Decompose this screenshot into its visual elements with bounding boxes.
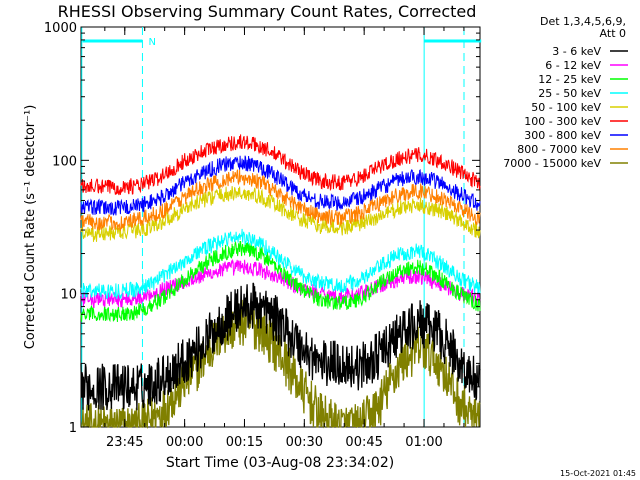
series-line-300-800-kev [80, 155, 481, 216]
series-line-100-300-kev [80, 134, 481, 196]
legend-label: 25 - 50 keV [538, 87, 601, 100]
x-tick-label: 01:00 [405, 435, 442, 450]
axes-layer: 1 10 100 1000 23:45 00:00 00:15 00:30 00:45 01:00 [44, 21, 480, 450]
legend-label: 7000 - 15000 keV [503, 157, 601, 170]
x-tick-label: 00:15 [226, 435, 263, 450]
y-axis-label: Corrected Count Rate (s⁻¹ detector⁻¹) [23, 105, 38, 350]
legend-label: 6 - 12 keV [545, 59, 601, 72]
x-axis-label: Start Time (03-Aug-08 23:34:02) [166, 455, 394, 471]
y-tick-label: 100 [52, 154, 77, 169]
x-tick-label: 00:45 [345, 435, 382, 450]
y-tick-label: 10 [60, 288, 77, 303]
legend-label: 3 - 6 keV [552, 45, 601, 58]
legend-header: Att 0 [600, 27, 626, 40]
footer-timestamp: 15-Oct-2021 01:45 [560, 469, 636, 478]
y-tick-label: 1 [69, 421, 77, 436]
y-tick-label: 1000 [44, 21, 77, 36]
x-tick-label: 23:45 [106, 435, 143, 450]
plot-frame [80, 26, 481, 428]
series-line-50-100-kev [80, 186, 481, 242]
legend-label: 12 - 25 keV [538, 73, 601, 86]
legend-header: Det 1,3,4,5,6,9, [540, 15, 626, 28]
legend-label: 100 - 300 keV [524, 115, 601, 128]
chart-title: RHESSI Observing Summary Count Rates, Co… [58, 2, 477, 21]
legend-label: 50 - 100 keV [531, 101, 601, 114]
series-line-800-7000-kev [80, 169, 481, 232]
x-tick-label: 00:30 [286, 435, 323, 450]
series-layer [80, 134, 481, 429]
flag-bar-label: N [148, 37, 155, 48]
legend-label: 800 - 7000 keV [517, 143, 601, 156]
series-line-12-25-kev [80, 241, 481, 323]
series-line-25-50-kev [80, 228, 481, 299]
x-tick-label: 00:00 [166, 435, 203, 450]
legend-label: 300 - 800 keV [524, 129, 601, 142]
series-line-3-6-kev [80, 282, 481, 411]
